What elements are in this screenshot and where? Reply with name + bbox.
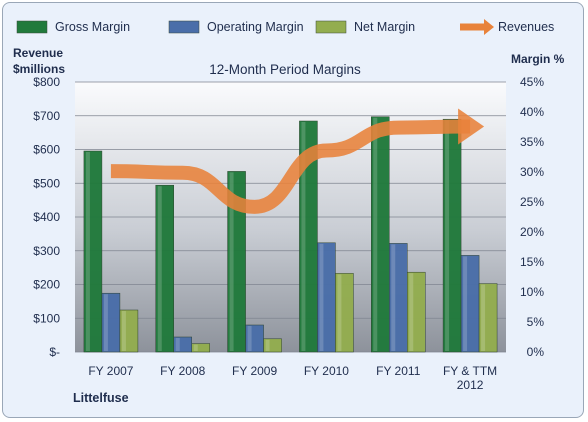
right-tick-label: 20% <box>520 225 544 239</box>
legend-swatch <box>16 20 48 34</box>
bar-net-margin <box>191 343 210 353</box>
left-axis-title: Revenue <box>13 46 63 60</box>
right-tick-label: 40% <box>520 105 544 119</box>
bar-highlight <box>121 311 126 351</box>
legend-label: Operating Margin <box>207 20 304 34</box>
margins-chart: Gross Margin Operating Margin Net Margin Re… <box>13 19 565 405</box>
left-tick-label: $500 <box>33 176 60 190</box>
legend-swatch-arrow <box>484 19 494 35</box>
legend-swatch <box>315 20 347 34</box>
bar-net-margin <box>478 283 498 353</box>
bar-highlight <box>409 273 414 351</box>
bar-highlight <box>229 172 234 351</box>
category-label: FY 2008 <box>160 364 205 378</box>
right-tick-label: 5% <box>527 315 545 329</box>
bar-highlight <box>481 284 486 351</box>
bar-highlight <box>157 186 162 351</box>
left-tick-label: $800 <box>33 75 60 89</box>
category-label: FY 2011 <box>376 364 421 378</box>
bar-operating-margin <box>245 324 264 353</box>
bar-net-margin <box>263 338 282 353</box>
left-tick-label: $- <box>49 345 60 359</box>
bar-gross-margin <box>299 120 318 353</box>
left-tick-label: $600 <box>33 143 60 157</box>
bar-highlight <box>265 339 270 351</box>
left-tick-label: $200 <box>33 278 60 292</box>
right-tick-label: 35% <box>520 135 544 149</box>
bar-gross-margin <box>442 118 462 353</box>
revenue-line <box>110 108 485 214</box>
company-name: Littelfuse <box>73 391 129 405</box>
category-label: FY 2010 <box>304 364 349 378</box>
bar-highlight <box>103 294 108 351</box>
right-tick-label: 25% <box>520 195 544 209</box>
right-tick-label: 10% <box>520 285 544 299</box>
bar-highlight <box>373 117 378 351</box>
left-axis-unit: $millions <box>13 62 65 76</box>
bar-highlight <box>247 326 252 351</box>
bar-highlight <box>445 120 450 351</box>
bar-gross-margin <box>227 171 246 353</box>
bar-highlight <box>463 256 468 351</box>
revenue-arrowhead <box>458 108 485 145</box>
left-tick-label: $700 <box>33 109 60 123</box>
left-tick-label: $100 <box>33 311 60 325</box>
legend-swatch <box>168 20 200 34</box>
left-tick-label: $300 <box>33 244 60 258</box>
legend: Gross Margin Operating Margin Net Margin Re… <box>16 19 554 35</box>
bar-net-margin <box>119 309 139 353</box>
bar-highlight <box>85 152 90 351</box>
category-label: FY & TTM <box>443 364 497 378</box>
bar-gross-margin <box>155 184 174 353</box>
right-axis-ticks: 0% 5% 10% 15% 20% 25% 30% 35% 40% 45% <box>520 75 544 359</box>
right-tick-label: 15% <box>520 255 544 269</box>
legend-label: Gross Margin <box>55 20 130 34</box>
right-tick-label: 30% <box>520 165 544 179</box>
bar-highlight <box>301 122 306 351</box>
left-axis-ticks: $- $100 $200 $300 $400 $500 $600 $700 $800 <box>33 75 60 359</box>
category-labels: FY 2007 FY 2008 FY 2009 FY 2010 FY 2011 FY & … <box>88 364 497 392</box>
category-label: 2012 <box>457 378 484 392</box>
right-tick-label: 45% <box>520 75 544 89</box>
left-tick-label: $400 <box>33 210 60 224</box>
right-axis-title: Margin % <box>511 52 565 66</box>
bar-gross-margin <box>371 116 390 353</box>
bar-net-margin <box>335 273 354 353</box>
right-tick-label: 0% <box>527 345 545 359</box>
legend-label: Net Margin <box>354 20 415 34</box>
chart-frame: Gross Margin Operating Margin Net Margin Re… <box>2 2 584 418</box>
bar-highlight <box>319 243 324 351</box>
bar-highlight <box>391 244 396 351</box>
bar-gross-margin <box>83 150 103 353</box>
chart-title: 12-Month Period Margins <box>209 62 361 77</box>
bar-highlight <box>193 344 198 351</box>
bar-highlight <box>175 338 180 351</box>
bar-highlight <box>337 274 342 351</box>
gridlines <box>75 81 506 353</box>
legend-label: Revenues <box>498 20 554 34</box>
category-label: FY 2009 <box>232 364 277 378</box>
revenue-line-path <box>110 119 471 214</box>
category-label: FY 2007 <box>88 364 133 378</box>
bar-net-margin <box>407 271 426 353</box>
bar-marks <box>83 116 498 353</box>
